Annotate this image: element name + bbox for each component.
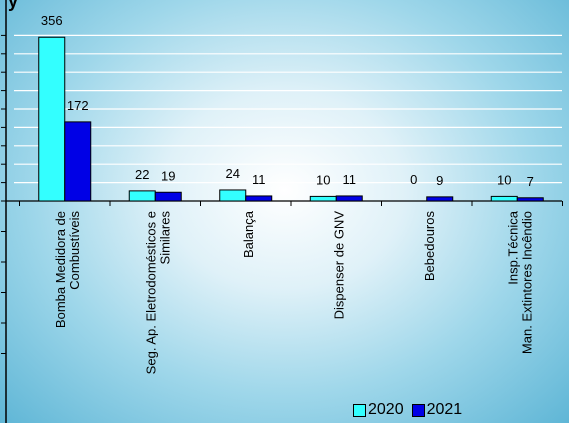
cropped-title-fragment: y [8,0,19,11]
bar-2021-2 [245,195,273,202]
bar-2020-0 [38,36,66,202]
data-label-2020-1: 22 [135,167,149,182]
category-label-4-0: Bebedouros [422,211,437,282]
bar-2021-3 [335,195,363,202]
bar-2020-3 [309,195,337,202]
data-label-2020-2: 24 [226,166,240,181]
data-label-2020-3: 10 [316,172,330,187]
data-label-2021-0: 172 [67,98,89,113]
legend-label-2021: 2021 [426,401,463,418]
data-label-2021-4: 9 [436,173,443,188]
data-label-2020-5: 10 [497,172,511,187]
legend-swatch-2020 [353,403,366,417]
legend-label-2020: 2020 [368,401,404,418]
bar-2021-5 [516,197,544,202]
category-label-1-1: Similares [157,211,172,265]
data-label-2021-1: 19 [161,168,175,183]
data-label-2020-0: 356 [41,13,63,28]
category-label-5-0: Insp.Técnica [505,210,520,284]
bar-2021-4 [426,196,454,202]
bar-2021-0 [64,121,92,202]
legend-item-2021: 2021 [411,401,463,419]
category-label-0-1: Combustíveis [67,211,82,290]
category-label-5-1: Man. Extintores Incêndio [519,211,534,354]
bar-2020-2 [219,189,247,202]
data-label-2021-2: 11 [252,172,266,187]
legend-item-2020: 2020 [353,401,404,419]
category-label-1-0: Seg. Ap. Eletrodomésticos e [143,211,158,374]
bar-2020-1 [128,190,156,202]
legend: 2020 2021 [353,400,462,420]
data-label-2020-4: 0 [410,172,417,187]
data-label-2021-5: 7 [527,174,534,189]
category-label-0-0: Bomba Medidora de [53,211,68,328]
data-label-2021-3: 11 [343,172,357,187]
category-label-3-0: Dispenser de GNV [331,211,346,320]
category-label-2-0: Balança [241,210,256,258]
bar-2021-1 [154,191,182,202]
bar-2020-5 [490,195,518,202]
legend-swatch-2021 [411,403,425,417]
